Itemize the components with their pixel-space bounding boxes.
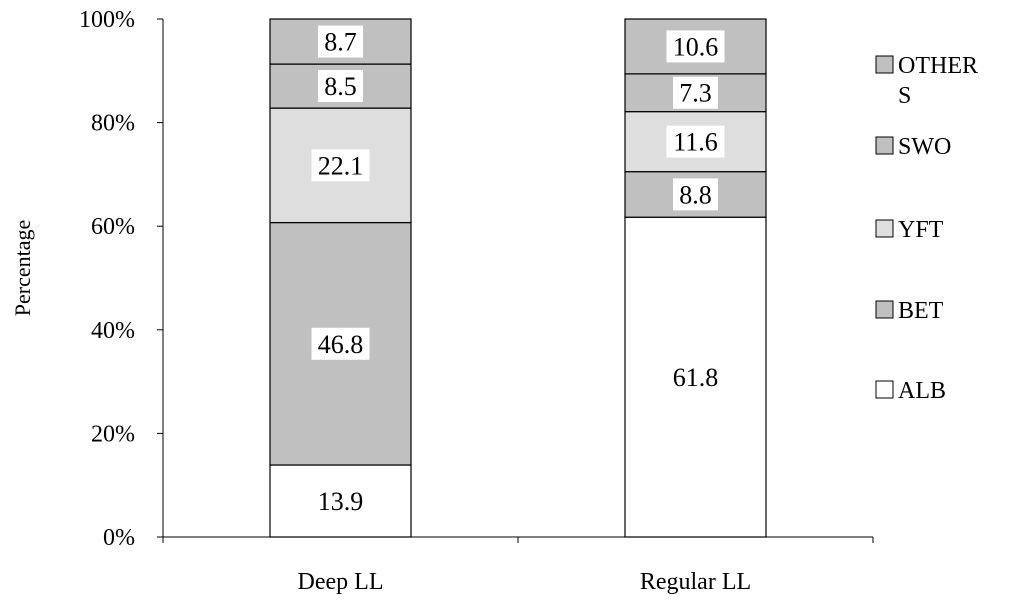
data-label: 8.5 — [324, 72, 357, 101]
data-labels: 13.9 46.8 22.1 8.5 8.7 61.8 8.8 11.6 7.3 10.6 — [311, 25, 725, 517]
data-label-bg — [311, 484, 370, 517]
legend-label: S — [898, 83, 911, 109]
data-label: 61.8 — [673, 363, 719, 392]
data-label: 22.1 — [318, 151, 364, 180]
legend-swatch-others — [875, 55, 894, 74]
legend: OTHER S SWO YFT BET ALB — [875, 53, 978, 404]
data-label: 11.6 — [673, 128, 718, 157]
legend-swatch-swo — [875, 136, 894, 155]
legend-swatch-yft — [875, 219, 894, 238]
y-tick-label: 20% — [91, 421, 135, 447]
y-tick-label: 60% — [91, 214, 135, 240]
data-label: 8.8 — [679, 180, 712, 209]
y-tick-label: 0% — [103, 525, 135, 551]
y-axis-title: Percentage — [10, 220, 35, 317]
data-label-bg — [666, 30, 725, 63]
data-label: 46.8 — [318, 330, 364, 359]
legend-label: ALB — [898, 378, 946, 404]
data-label-bg — [666, 125, 725, 158]
data-label-bg — [311, 149, 370, 182]
legend-label: YFT — [898, 217, 944, 243]
x-category-label: Deep LL — [298, 569, 384, 595]
data-label-bg — [673, 178, 718, 211]
data-label: 10.6 — [673, 32, 719, 61]
data-label: 7.3 — [679, 79, 712, 108]
data-label-bg — [311, 327, 370, 360]
legend-label: OTHER — [898, 53, 978, 79]
legend-swatch-alb — [875, 380, 894, 399]
data-label-bg — [666, 361, 725, 394]
data-label-bg — [673, 76, 718, 109]
legend-swatch-bet — [875, 300, 894, 319]
x-category-label: Regular LL — [640, 569, 751, 595]
data-label-bg — [318, 70, 363, 103]
data-label-bg — [318, 25, 363, 58]
legend-label: BET — [898, 298, 944, 324]
axes: 0% 20% 40% 60% 80% 100% Deep LL Regular LL — [79, 7, 874, 595]
legend-label: SWO — [898, 134, 951, 160]
y-tick-label: 100% — [79, 7, 135, 33]
y-tick-label: 40% — [91, 318, 135, 344]
y-tick-label: 80% — [91, 111, 135, 137]
data-label: 8.7 — [324, 28, 357, 57]
data-label: 13.9 — [318, 487, 364, 516]
